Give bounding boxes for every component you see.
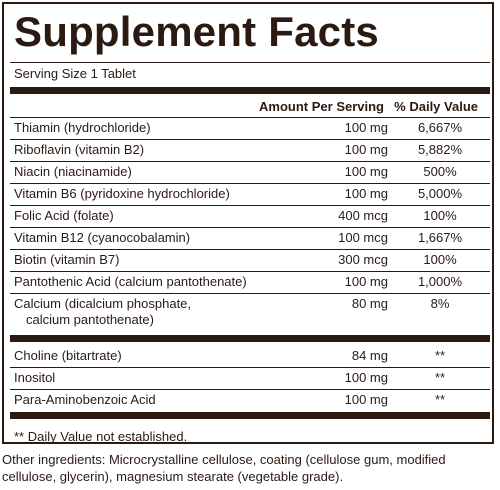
row-divider: [10, 205, 490, 206]
row-divider: [10, 249, 490, 250]
nutrient-amount: 100 mcg: [338, 230, 388, 245]
nutrient-daily-value: 8%: [430, 296, 450, 311]
nutrient-amount: 100 mg: [344, 392, 388, 407]
supplement-facts-panel: Supplement Facts Serving Size 1 Tablet A…: [2, 2, 494, 444]
footnote-divider: [10, 412, 490, 419]
nutrient-name: Riboflavin (vitamin B2): [14, 142, 145, 157]
row-divider: [10, 271, 490, 272]
nutrient-daily-value: 100%: [423, 252, 457, 267]
nutrient-name-line2: calcium pantothenate): [26, 312, 154, 327]
title-divider: [10, 62, 490, 63]
row-divider: [10, 389, 490, 390]
row-divider: [10, 161, 490, 162]
nutrient-daily-value: 1,000%: [417, 274, 463, 289]
nutrient-name: Niacin (niacinamide): [14, 164, 132, 179]
nutrient-amount: 100 mg: [344, 142, 388, 157]
section-divider: [10, 335, 490, 342]
row-divider: [10, 227, 490, 228]
nutrient-name: Thiamin (hydrochloride): [14, 120, 151, 135]
nutrient-amount: 100 mg: [344, 370, 388, 385]
nutrient-name: Folic Acid (folate): [14, 208, 114, 223]
nutrient-name: Biotin (vitamin B7): [14, 252, 120, 267]
amount-column-header: Amount Per Serving: [259, 99, 384, 114]
nutrient-daily-value: 100%: [423, 208, 457, 223]
nutrient-name: Vitamin B12 (cyanocobalamin): [14, 230, 191, 245]
row-divider: [10, 139, 490, 140]
row-divider: [10, 293, 490, 294]
row-divider: [10, 367, 490, 368]
nutrient-name: Vitamin B6 (pyridoxine hydrochloride): [14, 186, 230, 201]
nutrient-daily-value: **: [434, 392, 446, 407]
nutrient-daily-value: **: [434, 370, 446, 385]
header-divider: [10, 117, 490, 118]
nutrient-amount: 80 mg: [351, 296, 388, 311]
nutrient-name: Calcium (dicalcium phosphate, calcium pa…: [14, 296, 191, 328]
nutrient-name: Choline (bitartrate): [14, 348, 122, 363]
nutrient-amount: 400 mcg: [338, 208, 388, 223]
serving-divider: [10, 87, 490, 94]
nutrient-name: Para-Aminobenzoic Acid: [14, 392, 156, 407]
other-ingredients: Other ingredients: Microcrystalline cell…: [2, 452, 446, 484]
nutrient-amount: 300 mcg: [338, 252, 388, 267]
nutrient-row: Calcium (dicalcium phosphate, calcium pa…: [10, 296, 490, 332]
nutrient-amount: 84 mg: [351, 348, 388, 363]
nutrient-daily-value: 6,667%: [417, 120, 463, 135]
nutrient-daily-value: 5,882%: [417, 142, 463, 157]
row-divider: [10, 183, 490, 184]
nutrient-daily-value: 500%: [423, 164, 457, 179]
nutrient-name: Pantothenic Acid (calcium pantothenate): [14, 274, 247, 289]
nutrient-amount: 100 mg: [344, 164, 388, 179]
footnote: ** Daily Value not established.: [14, 429, 188, 444]
serving-size: Serving Size 1 Tablet: [14, 66, 136, 81]
nutrient-amount: 100 mg: [344, 186, 388, 201]
nutrient-amount: 100 mg: [344, 274, 388, 289]
nutrient-daily-value: **: [434, 348, 446, 363]
nutrient-name: Inositol: [14, 370, 56, 385]
nutrient-name-line1: Calcium (dicalcium phosphate,: [14, 296, 192, 311]
panel-title: Supplement Facts: [14, 8, 379, 55]
nutrient-amount: 100 mg: [344, 120, 388, 135]
nutrient-daily-value: 5,000%: [417, 186, 463, 201]
nutrient-daily-value: 1,667%: [417, 230, 463, 245]
daily-value-column-header: % Daily Value: [394, 99, 478, 114]
